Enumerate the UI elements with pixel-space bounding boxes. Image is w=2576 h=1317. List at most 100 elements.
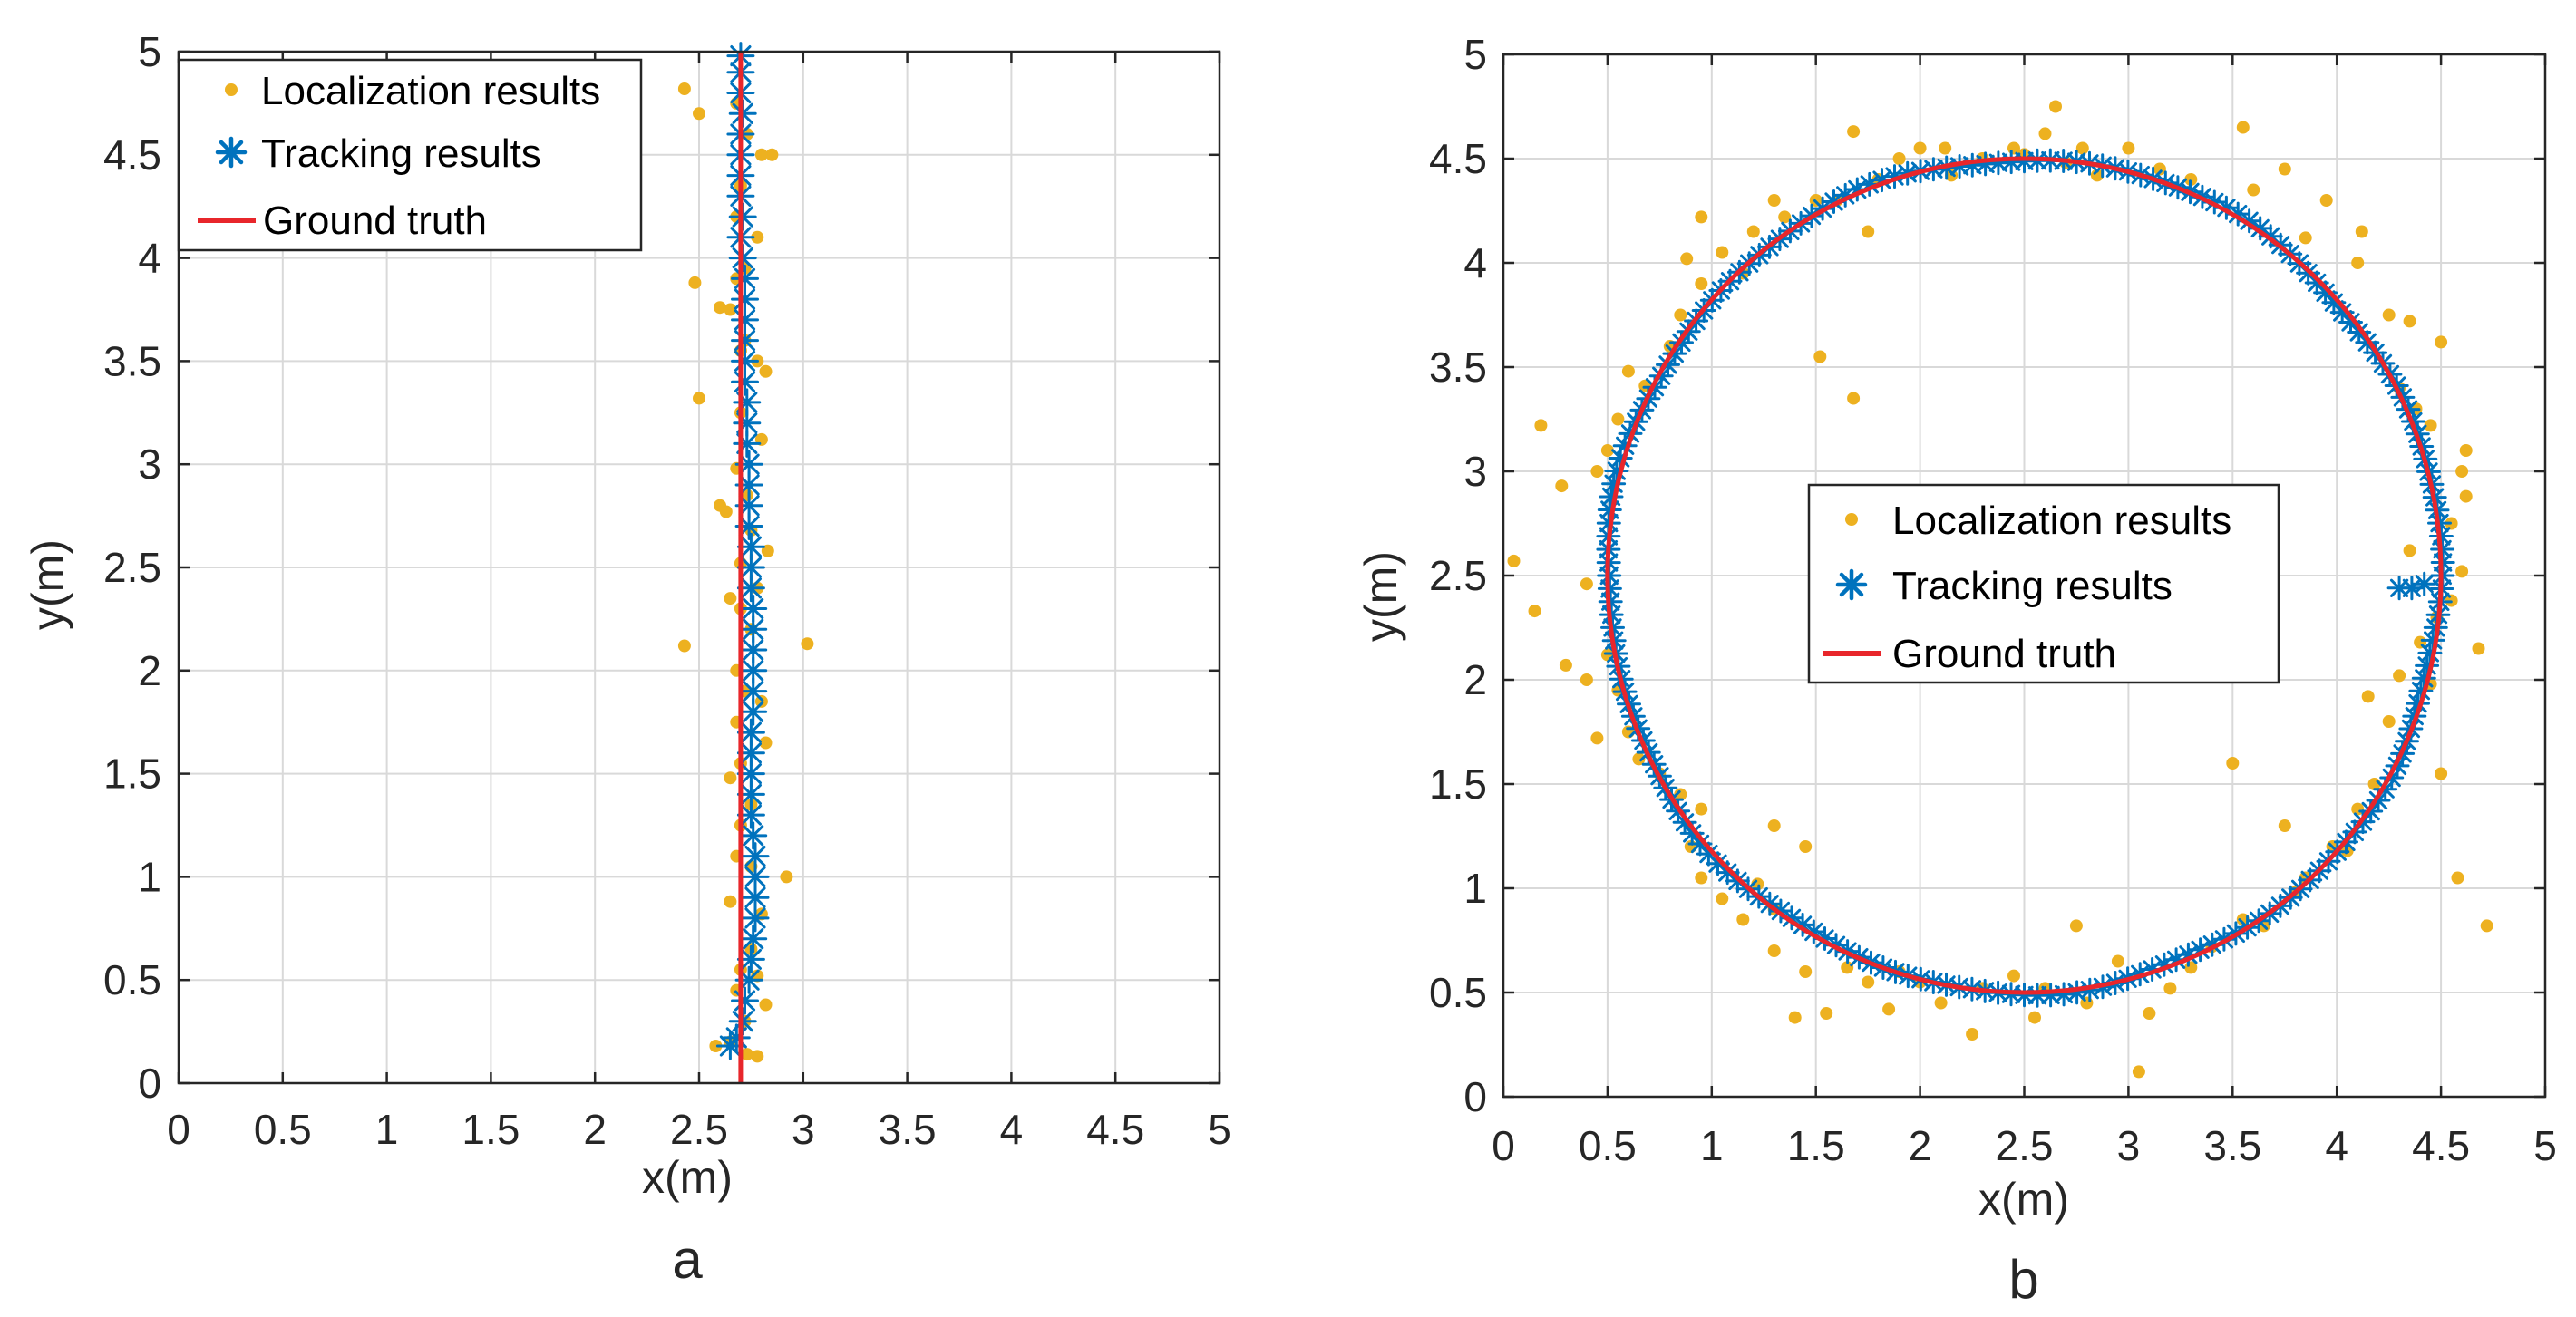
tracking-point xyxy=(736,574,765,603)
localization-point xyxy=(719,505,733,518)
y-tick-label: 0.5 xyxy=(1429,969,1487,1016)
tracking-point xyxy=(741,862,770,891)
tracking-point xyxy=(2313,280,2338,305)
chart-b-legend-asterisk xyxy=(1835,568,1868,601)
tracking-point xyxy=(736,718,765,747)
tracking-point xyxy=(1599,484,1624,509)
x-tick-label: 1 xyxy=(1700,1122,1724,1169)
localization-point xyxy=(2153,162,2166,176)
ground-truth-circle xyxy=(1605,156,2444,995)
localization-point xyxy=(1799,965,1813,978)
localization-point xyxy=(2143,1007,2156,1020)
localization-point xyxy=(1939,141,1952,155)
localization-point xyxy=(1862,225,1875,238)
localization-point xyxy=(2122,141,2135,155)
tracking-point xyxy=(2248,216,2273,241)
localization-point xyxy=(2247,183,2260,197)
localization-point xyxy=(1580,577,1593,591)
chart-b-legend: Localization results Tracking results Gr… xyxy=(1807,483,2280,684)
tracking-point xyxy=(1947,154,1972,179)
tracking-point xyxy=(1986,150,2011,176)
tracking-point xyxy=(2399,576,2425,601)
localization-point xyxy=(759,998,773,1012)
localization-point xyxy=(2435,335,2448,349)
chart-a-legend-localization: Localization results xyxy=(261,69,600,113)
localization-point xyxy=(2403,544,2416,557)
tracking-point xyxy=(1679,820,1705,846)
localization-point xyxy=(2459,489,2473,503)
localization-point xyxy=(724,895,737,908)
tracking-point xyxy=(736,739,765,768)
localization-point xyxy=(2393,669,2406,683)
localization-point xyxy=(693,107,705,121)
tracking-point xyxy=(731,326,759,355)
tracking-point xyxy=(1959,152,1985,178)
chart-a: 0 0.5 1 1.5 2 2.5 3 3.5 4 4.5 5 0 0.5 1 1.5 2 2.5 3 3.5 4 4.… xyxy=(23,28,1231,1290)
tracking-point xyxy=(731,264,759,293)
localization-point xyxy=(724,771,737,785)
tracking-point xyxy=(2140,957,2165,982)
y-tick-label: 0 xyxy=(138,1060,161,1107)
localization-point xyxy=(2424,419,2437,432)
tracking-point xyxy=(1604,459,1629,483)
tracking-point xyxy=(1601,471,1627,497)
localization-point xyxy=(2472,642,2485,655)
x-tick-label: 0 xyxy=(1492,1122,1515,1169)
tracking-point xyxy=(2321,290,2347,315)
chart-b-panel-label: b xyxy=(2008,1249,2038,1310)
localization-point xyxy=(1882,1002,1896,1016)
tracking-point xyxy=(1822,189,1846,214)
tracking-point xyxy=(736,760,765,789)
localization-point xyxy=(1813,350,1827,363)
localization-point xyxy=(751,1050,764,1063)
localization-point xyxy=(1695,802,1708,816)
localization-point xyxy=(1695,871,1708,885)
localization-point xyxy=(2351,257,2365,269)
tracking-point xyxy=(734,965,763,994)
localization-point xyxy=(2459,444,2473,457)
tracking-point xyxy=(2408,678,2434,703)
tracking-point xyxy=(733,388,762,417)
localization-point xyxy=(1966,1028,1979,1041)
localization-point xyxy=(1847,125,1861,139)
localization-point xyxy=(2075,141,2089,155)
x-tick-label: 4 xyxy=(2325,1122,2348,1169)
localization-point xyxy=(2028,1011,2041,1024)
localization-point xyxy=(2480,919,2493,933)
localization-point xyxy=(714,301,726,315)
localization-point xyxy=(724,592,737,605)
localization-point xyxy=(2038,127,2052,140)
tracking-point xyxy=(1612,433,1638,459)
x-tick-label: 3 xyxy=(792,1106,815,1153)
x-tick-label: 4.5 xyxy=(1086,1106,1144,1153)
y-tick-label: 0 xyxy=(1463,1073,1487,1120)
tracking-point xyxy=(1870,168,1894,193)
tracking-point xyxy=(2329,300,2355,325)
tracking-point xyxy=(739,697,768,726)
tracking-point xyxy=(741,904,770,933)
localization-point xyxy=(2278,819,2291,832)
localization-point xyxy=(751,230,764,244)
localization-point xyxy=(1716,246,1729,259)
localization-point xyxy=(2226,757,2240,770)
tracking-point xyxy=(1882,164,1907,189)
localization-point xyxy=(677,82,691,95)
localization-point xyxy=(1778,210,1792,224)
localization-point xyxy=(1534,419,1548,432)
x-tick-label: 2 xyxy=(583,1106,607,1153)
localization-point xyxy=(1934,996,1948,1010)
tracking-point xyxy=(733,409,762,438)
localization-point xyxy=(1767,819,1781,832)
tracking-point xyxy=(736,780,765,809)
x-tick-label: 2.5 xyxy=(670,1106,728,1153)
localization-point xyxy=(740,1048,753,1061)
chart-a-legend-ground-truth: Ground truth xyxy=(263,199,487,243)
tracking-point xyxy=(739,656,768,685)
y-tick-label: 1 xyxy=(1463,865,1487,912)
localization-point xyxy=(2355,225,2368,238)
tracking-point xyxy=(1823,933,1849,958)
chart-a-legend: Localization results Tracking results Gr… xyxy=(177,58,643,252)
localization-point xyxy=(1621,364,1635,378)
localization-point xyxy=(1555,479,1569,493)
